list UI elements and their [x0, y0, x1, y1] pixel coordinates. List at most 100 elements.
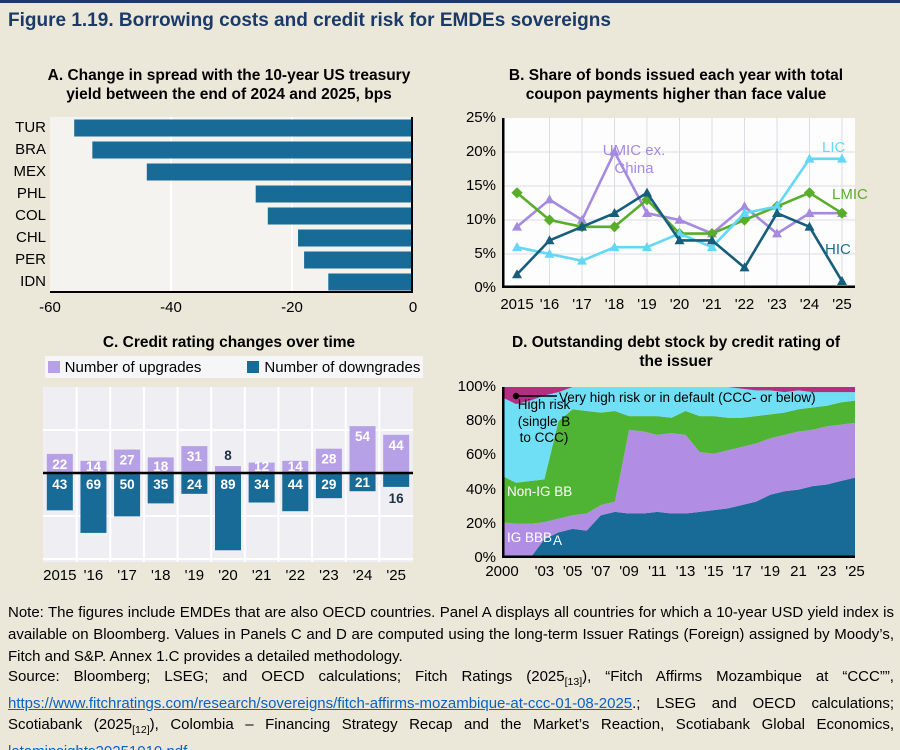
x-tick-label: -60 [39, 299, 61, 316]
marker-hic [512, 269, 522, 279]
x-tick-label: '09 [619, 563, 639, 580]
upgrade-bar-23 [315, 448, 342, 473]
grid-line [43, 558, 413, 560]
grid-line [109, 387, 112, 562]
x-tick-label: '21 [251, 567, 272, 584]
panel-d-title-line2: the issuer [639, 353, 713, 370]
x-tick-label: '23 [767, 296, 787, 313]
legend-swatch-upgrades [47, 361, 60, 373]
bar-value-label: 29 [321, 477, 336, 492]
grid-line [176, 387, 179, 562]
x-tick-label: -40 [160, 299, 182, 316]
y-tick-label: 20% [465, 514, 496, 532]
source-link-fitchratings[interactable]: https://www.fitchratings.com/research/so… [8, 695, 633, 712]
area-label-high-risk-line2: (single B [517, 413, 571, 429]
x-tick-label: '19 [760, 563, 781, 580]
x-tick-label: '17 [572, 296, 592, 313]
category-label-per: PER [15, 251, 46, 268]
area-ig-bbb [502, 422, 855, 558]
legend-item-upgrades: Number of upgrades [47, 359, 201, 376]
source-text-4: ), Colombia – Financing Strategy Recap a… [149, 716, 894, 733]
panel-b-x-axis: 2015 '16 '17 '18 '19 '20 '21 '22 '23 '24 '25 [500, 296, 855, 314]
panel-d-x-axis: 2000 '03 '05 '07 '09 '11 '13 '15 '17 '19 21 '23 '25 [485, 563, 864, 581]
marker-lic [609, 242, 620, 251]
category-label-bra: BRA [15, 141, 46, 158]
panel-a-title-line2: yield between the end of 2024 and 2025, … [66, 86, 392, 103]
x-tick-label: '25 [386, 567, 406, 584]
grid-line [502, 151, 855, 153]
marker-umic-ex-china [739, 201, 750, 211]
x-tick-label: '22 [285, 567, 306, 584]
source-link-lataminsights[interactable]: lataminsights20251010.pdf [8, 743, 187, 750]
marker-umic-ex-china [642, 208, 652, 217]
category-label-chl: CHL [15, 229, 46, 246]
upgrade-bar-17 [114, 449, 141, 473]
y-tick-label: 25% [465, 109, 496, 126]
upgrade-bar-16 [80, 460, 107, 473]
upgrade-bar-24 [349, 426, 376, 473]
marker-umic-ex-china [544, 194, 555, 204]
x-tick-label: 2015 [43, 567, 77, 584]
marker-hic [772, 208, 782, 217]
category-label-mex: MEX [13, 163, 46, 180]
grid-line [277, 387, 280, 562]
y-tick-label: 60% [465, 446, 496, 464]
downgrade-bar-17 [114, 473, 141, 517]
marker-lmic [706, 228, 718, 240]
grid-line [614, 118, 615, 288]
y-tick-label: 0% [474, 279, 496, 296]
grid-line [809, 118, 810, 288]
downgrade-bar-25 [383, 473, 410, 487]
zero-axis-line [411, 117, 413, 293]
marker-lic [512, 242, 522, 251]
bar-col [267, 207, 413, 225]
y-tick-label: 20% [465, 143, 496, 160]
marker-hic [804, 221, 815, 231]
grid-line [502, 185, 855, 187]
x-tick-label: '11 [648, 563, 667, 580]
series-label-lic: LIC [822, 139, 846, 156]
x-tick-label: 0 [408, 299, 418, 316]
marker-lic [739, 208, 750, 217]
area-label-high-risk: High risk (single B to CCC) [504, 397, 584, 447]
x-tick-label: '23 [319, 567, 339, 584]
y-tick-label: 80% [465, 412, 496, 430]
panel-b-title: B. Share of bonds issued each year with … [462, 66, 890, 104]
marker-lmic [511, 187, 523, 199]
grid-line [170, 117, 172, 293]
category-label-tur: TUR [15, 119, 46, 136]
x-tick-label: '07 [591, 563, 611, 580]
x-tick-label: 21 [790, 563, 807, 580]
grid-line [75, 387, 78, 562]
area-a [502, 477, 855, 558]
x-tick-label: '24 [352, 567, 373, 584]
x-tick-label: '20 [218, 567, 238, 584]
source-ref-12: [12] [132, 724, 150, 736]
marker-lic [707, 242, 717, 251]
x-tick-label: '16 [83, 567, 104, 584]
bar-value-label: 31 [187, 449, 203, 464]
annotation-very-high-risk: Very high risk or in default (CCC- or be… [559, 390, 816, 405]
x-axis-line [50, 291, 413, 293]
marker-lic [642, 242, 652, 251]
bar-value-label: 44 [288, 477, 304, 492]
source-text-2: ), “Fitch Affirms Mozambique at “CCC””, [582, 668, 894, 685]
bar-value-label: 28 [321, 452, 337, 467]
panel-c-diverging-bar-chart: 22 14 27 18 31 8 12 14 28 54 44 43 69 50 35 24 89 34 44 29 2… [43, 387, 413, 562]
marker-hic [837, 276, 847, 285]
area-label-a: A [553, 533, 563, 548]
panel-b-line-chart [502, 118, 855, 288]
grid-line [142, 387, 145, 562]
series-label-lmic: LMIC [832, 186, 868, 203]
marker-umic-ex-china [609, 146, 620, 156]
marker-lic [577, 255, 587, 265]
x-tick-label: '20 [669, 296, 690, 313]
grid-line [210, 387, 213, 562]
annotation-dot [512, 392, 520, 400]
x-tick-label: '18 [604, 296, 625, 313]
bar-value-label: 22 [52, 457, 67, 472]
figure-source: Source: Bloomberg; LSEG; and OECD calcul… [8, 666, 894, 750]
bar-value-label: 12 [254, 459, 269, 474]
x-tick-label: '23 [816, 563, 837, 580]
series-label-umic-line1: UMIC ex. [602, 142, 666, 159]
